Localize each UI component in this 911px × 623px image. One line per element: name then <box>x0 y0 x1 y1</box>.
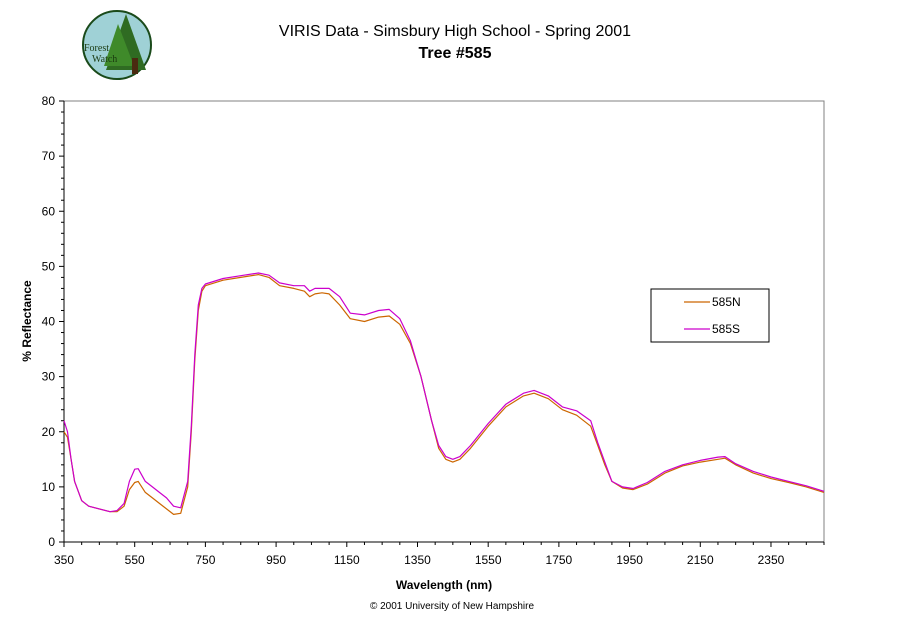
x-tick-label: 1950 <box>616 553 643 567</box>
series-group <box>63 272 825 515</box>
legend-box <box>650 288 770 343</box>
series-line-585N <box>63 274 825 515</box>
series-line-585S <box>63 272 825 513</box>
y-tick-label: 40 <box>42 315 56 329</box>
y-tick-label: 70 <box>42 149 56 163</box>
x-tick-label: 750 <box>195 553 215 567</box>
legend-label-585N: 585N <box>712 295 741 309</box>
legend-label-585S: 585S <box>712 322 740 336</box>
legend: 585N 585S <box>650 288 770 343</box>
forest-watch-logo: Forest Watch <box>82 10 152 80</box>
x-tick-label: 350 <box>54 553 74 567</box>
y-tick-label: 20 <box>42 425 56 439</box>
y-tick-label: 60 <box>42 204 56 218</box>
y-tick-label: 80 <box>42 94 56 108</box>
x-tick-label: 1550 <box>475 553 502 567</box>
chart-title: VIRIS Data - Simsbury High School - Spri… <box>279 23 631 40</box>
y-tick-label: 0 <box>48 535 55 549</box>
x-tick-label: 1350 <box>404 553 431 567</box>
x-axis-label: Wavelength (nm) <box>396 578 492 592</box>
copyright-text: © 2001 University of New Hampshire <box>370 601 535 612</box>
x-tick-label: 1750 <box>546 553 573 567</box>
y-axis-label: % Reflectance <box>20 280 34 362</box>
y-tick-label: 50 <box>42 259 56 273</box>
x-tick-label: 550 <box>125 553 145 567</box>
x-tick-label: 950 <box>266 553 286 567</box>
chart-subtitle: Tree #585 <box>419 45 492 62</box>
logo-line1: Forest <box>84 43 109 54</box>
tree-icon <box>104 24 134 66</box>
x-tick-label: 2350 <box>758 553 785 567</box>
y-tick-label: 30 <box>42 370 56 384</box>
x-tick-label: 2150 <box>687 553 714 567</box>
trunk-icon <box>132 58 138 74</box>
axes: 0 10 20 30 40 50 60 70 80 350 550 750 950 1150 1350 155… <box>42 94 825 567</box>
x-tick-label: 1150 <box>334 553 360 567</box>
logo-line2: Watch <box>92 54 117 65</box>
y-tick-label: 10 <box>42 480 56 494</box>
